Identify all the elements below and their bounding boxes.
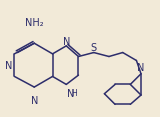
Text: NH₂: NH₂ xyxy=(25,18,44,28)
Text: N: N xyxy=(5,61,12,71)
Text: N: N xyxy=(63,37,71,47)
Text: N: N xyxy=(67,89,74,99)
Text: N: N xyxy=(137,63,145,73)
Text: S: S xyxy=(91,43,97,53)
Text: H: H xyxy=(71,89,77,98)
Text: N: N xyxy=(31,96,38,106)
